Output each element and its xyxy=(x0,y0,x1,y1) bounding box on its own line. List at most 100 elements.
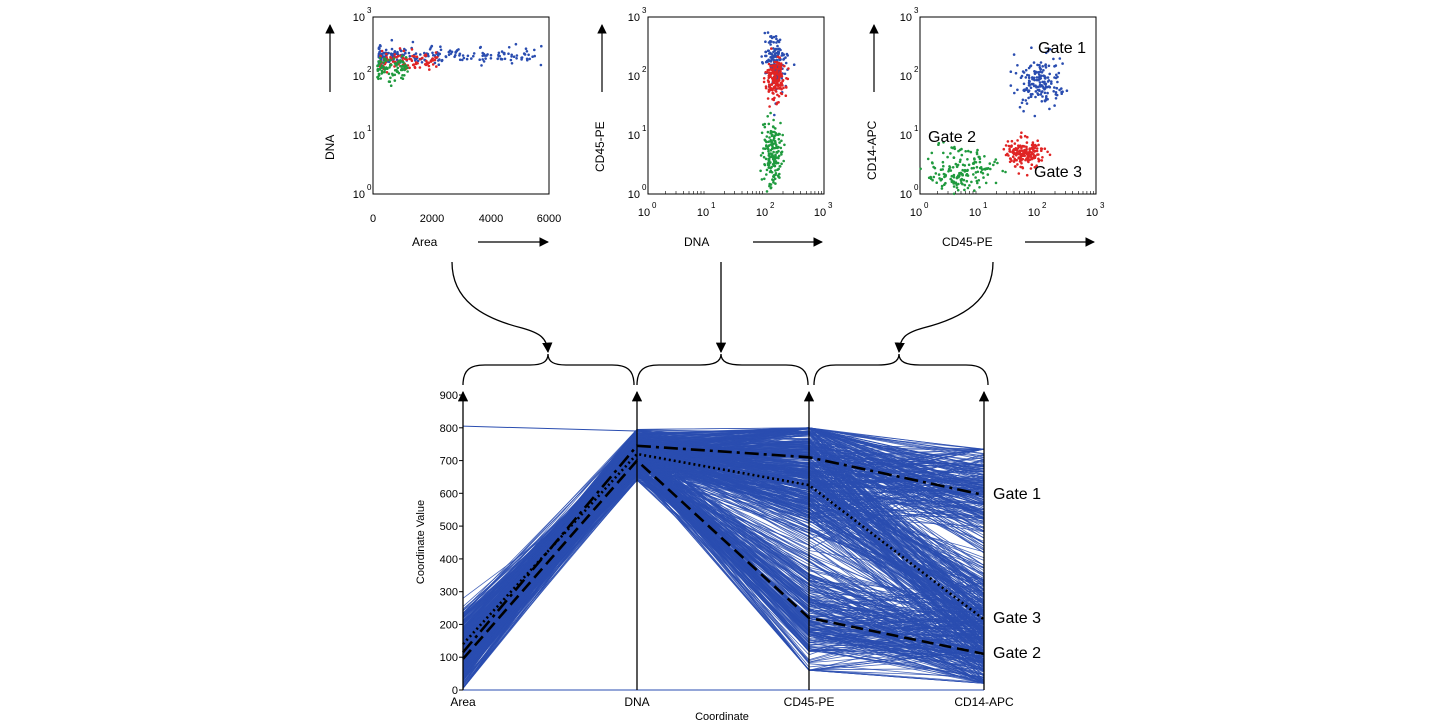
scatter-point xyxy=(1058,57,1062,60)
scatter-point xyxy=(401,77,405,80)
scatter-point xyxy=(391,60,395,63)
scatter-point xyxy=(777,73,781,77)
scatter-point xyxy=(955,165,959,169)
scatter-point xyxy=(466,54,470,58)
scatter-point xyxy=(774,66,777,69)
scatter-point xyxy=(1016,88,1019,92)
scatter-point xyxy=(384,57,387,61)
scatter-point xyxy=(1023,145,1026,148)
scatter-point xyxy=(1053,86,1056,89)
scatter-point xyxy=(385,71,389,74)
scatter-point xyxy=(772,162,776,165)
scatter-point xyxy=(1022,109,1025,113)
scatter-point xyxy=(984,181,988,185)
y-tick-label: 400 xyxy=(440,554,458,566)
scatter-point xyxy=(989,167,992,171)
y-axis-label: Coordinate Value xyxy=(415,500,427,584)
scatter-point xyxy=(484,57,487,60)
scatter-point xyxy=(767,90,771,93)
scatter-point xyxy=(1013,142,1017,145)
scatter-point xyxy=(385,52,388,56)
scatter-point xyxy=(768,68,771,72)
scatter-point xyxy=(404,56,408,59)
scatter-point xyxy=(953,182,956,185)
scatter-point xyxy=(1057,71,1061,75)
scatter-point xyxy=(777,40,781,44)
scatter-point xyxy=(777,101,780,104)
scatter-point xyxy=(930,151,934,155)
scatter-point xyxy=(407,51,411,55)
scatter-point xyxy=(503,57,507,61)
scatter-point xyxy=(769,186,773,190)
scatter-point xyxy=(988,162,992,165)
scatter-point xyxy=(776,168,779,171)
scatter-point xyxy=(1038,83,1042,87)
x-tick-label: CD14-APC xyxy=(954,695,1014,709)
scatter-point xyxy=(779,87,782,90)
scatter-point xyxy=(382,61,386,64)
scatter-point xyxy=(962,178,966,182)
scatter-point xyxy=(396,66,400,70)
scatter-point xyxy=(1013,165,1017,168)
scatter-point xyxy=(1022,71,1026,74)
scatter-point xyxy=(489,53,493,57)
y-tick-exponent: 1 xyxy=(914,124,919,133)
scatter-point xyxy=(784,56,787,59)
scatter-point xyxy=(389,76,392,80)
scatter-point xyxy=(979,166,983,169)
scatter-point xyxy=(931,178,934,182)
scatter-point xyxy=(523,53,527,56)
scatter-point xyxy=(1037,159,1041,163)
scatter-point xyxy=(1031,77,1034,81)
scatter-point xyxy=(439,48,443,52)
scatter-point xyxy=(396,50,399,54)
y-tick-exponent: 0 xyxy=(367,183,372,192)
data-polyline xyxy=(462,463,985,675)
scatter-point xyxy=(1039,77,1043,80)
data-polyline xyxy=(462,472,985,681)
scatter-point xyxy=(377,60,380,63)
scatter-point xyxy=(389,84,393,87)
scatter-point xyxy=(770,165,773,169)
data-polyline xyxy=(462,440,985,644)
scatter-point xyxy=(1043,147,1047,150)
x-tick-exponent: 2 xyxy=(1042,201,1047,210)
scatter-point xyxy=(379,77,383,80)
scatter-point xyxy=(481,58,485,61)
scatter-point xyxy=(778,38,782,42)
scatter-point xyxy=(774,127,777,130)
x-tick-label: Area xyxy=(450,695,476,709)
scatter-point xyxy=(380,49,384,53)
scatter-point xyxy=(773,96,776,100)
scatter-point xyxy=(777,67,781,71)
scatter-point xyxy=(1040,149,1043,152)
scatter-point xyxy=(393,53,397,56)
y-tick-exponent: 3 xyxy=(642,6,647,15)
scatter-point xyxy=(387,80,391,83)
scatter-point xyxy=(963,188,966,192)
x-tick-label: 0 xyxy=(370,213,376,225)
y-tick-exponent: 0 xyxy=(914,183,919,192)
scatter-point xyxy=(976,170,980,174)
scatter-point xyxy=(780,64,783,67)
scatter-point xyxy=(1011,149,1015,152)
scatter-point xyxy=(970,180,973,184)
scatter-point xyxy=(780,139,783,143)
scatter-point xyxy=(1026,73,1029,77)
gate-annotation: Gate 1 xyxy=(1038,40,1086,57)
scatter-point xyxy=(941,160,945,164)
scatter-point xyxy=(776,55,780,59)
scatter-point xyxy=(1048,72,1051,76)
scatter-point xyxy=(389,55,392,59)
scatter-point xyxy=(1041,80,1044,84)
scatter-point xyxy=(434,51,438,54)
scatter-point xyxy=(409,58,413,61)
scatter-point xyxy=(776,93,779,97)
scatter-point xyxy=(1037,73,1041,76)
scatter-point xyxy=(437,59,440,62)
scatter-point xyxy=(784,94,788,97)
scatter-point xyxy=(773,177,777,181)
scatter-point xyxy=(792,63,796,66)
scatter-point xyxy=(1025,141,1029,144)
scatter-plot-cd45-cd14: 10 0 10 1 10 2 10 3 10 0 10 1 10 2 10 3 … xyxy=(865,6,1105,249)
